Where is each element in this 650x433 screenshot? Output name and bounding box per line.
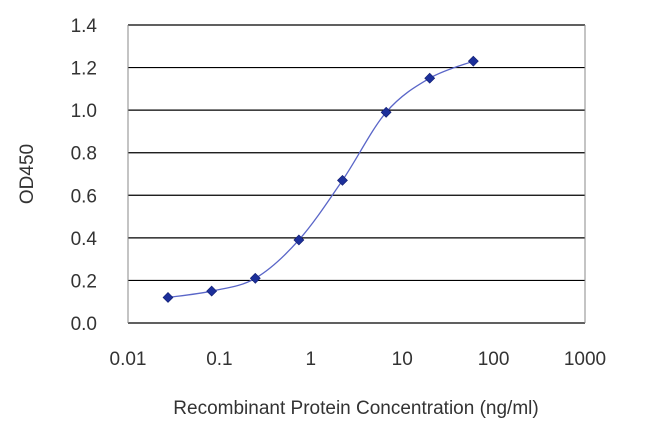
x-tick-label: 1	[306, 349, 317, 370]
y-tick-label: 0.6	[71, 186, 97, 207]
y-axis-title: OD450	[17, 144, 38, 204]
data-points	[162, 55, 479, 303]
data-point	[467, 55, 479, 67]
y-tick-label: 0.0	[71, 314, 97, 335]
x-tick-label: 0.01	[110, 349, 147, 370]
x-tick-label: 0.1	[206, 349, 232, 370]
y-tick-label: 1.0	[71, 101, 97, 122]
y-tick-label: 0.8	[71, 144, 97, 165]
data-point	[380, 106, 392, 118]
y-tick-label: 1.4	[71, 16, 98, 37]
data-point	[337, 174, 348, 186]
y-tick-label: 0.4	[71, 229, 98, 250]
x-tick-labels: 0.01 0.1 1 10 100 1000	[110, 349, 607, 370]
data-point	[424, 72, 436, 84]
data-point	[162, 292, 174, 303]
fit-curve	[167, 60, 474, 299]
data-point	[293, 234, 305, 246]
data-point	[249, 272, 261, 284]
x-axis-title: Recombinant Protein Concentration (ng/ml…	[173, 398, 538, 419]
y-tick-labels: 0.0 0.2 0.4 0.6 0.8 1.0 1.2 1.4	[71, 16, 98, 335]
y-tick-label: 1.2	[71, 59, 97, 80]
x-tick-label: 10	[392, 349, 413, 370]
plot-area	[128, 25, 585, 323]
x-tick-label: 1000	[564, 349, 606, 370]
grid-lines	[128, 24, 585, 324]
y-tick-label: 0.2	[71, 271, 97, 292]
data-point	[206, 285, 218, 297]
x-tick-label: 100	[478, 349, 510, 370]
